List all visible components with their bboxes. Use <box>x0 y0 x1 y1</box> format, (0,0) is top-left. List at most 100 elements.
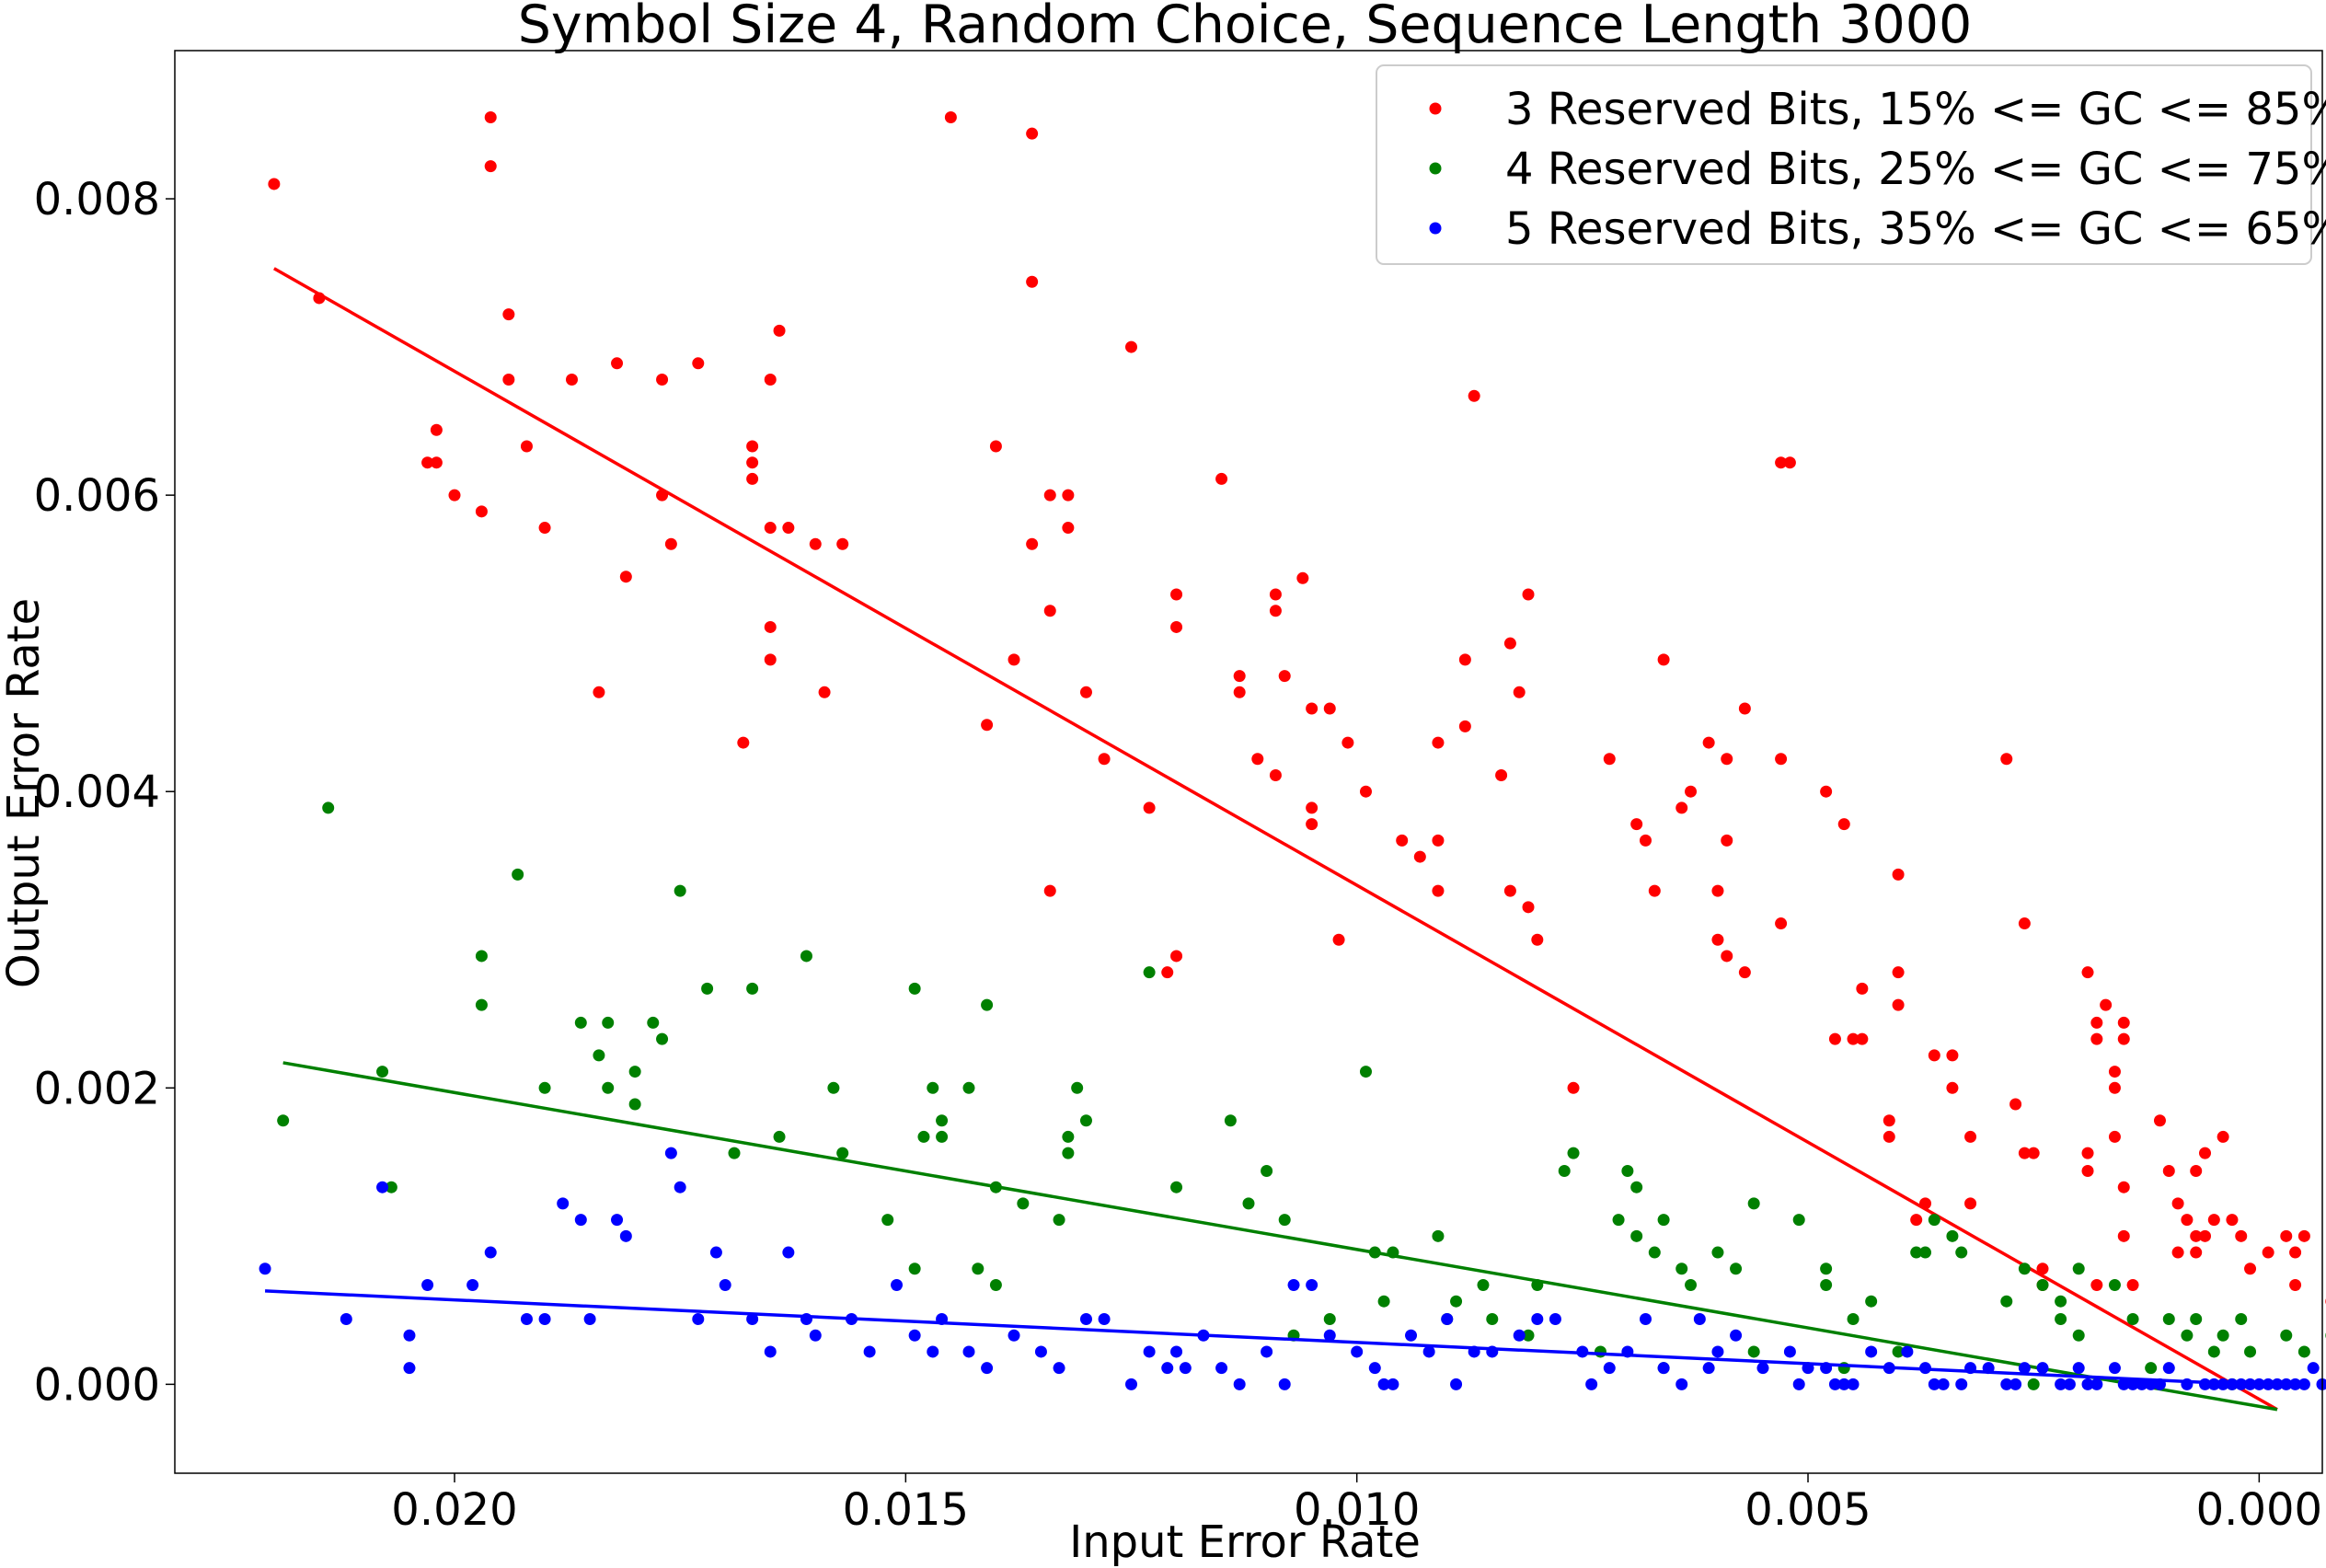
data-point <box>1910 1246 1923 1259</box>
data-point <box>1079 686 1092 698</box>
data-point <box>2018 917 2031 930</box>
data-point <box>2207 1345 2220 1358</box>
x-tick-label: 0.000 <box>2196 1484 2322 1536</box>
data-point <box>2280 1378 2293 1390</box>
data-point <box>1432 834 1445 847</box>
data-point <box>448 489 461 502</box>
y-tick-label: 0.002 <box>34 1063 160 1114</box>
data-point <box>1170 1345 1183 1358</box>
data-point <box>1747 1197 1760 1210</box>
data-point <box>809 1329 822 1342</box>
data-point <box>981 719 994 732</box>
data-point <box>746 456 759 469</box>
data-point <box>1359 1066 1372 1078</box>
data-point <box>1486 1313 1499 1326</box>
data-point <box>1043 884 1056 897</box>
data-point <box>664 537 677 550</box>
data-point <box>611 1214 624 1227</box>
legend-label: 5 Reserved Bits, 35% <= GC <= 65% <box>1505 203 2326 255</box>
data-point <box>1820 1278 1833 1291</box>
data-point <box>1639 1313 1652 1326</box>
data-point <box>2280 1229 2293 1242</box>
data-point <box>1657 1214 1670 1227</box>
data-point <box>746 472 759 485</box>
data-point <box>430 423 443 436</box>
data-point <box>664 1147 677 1159</box>
data-point <box>981 998 994 1011</box>
data-point <box>1323 1329 1336 1342</box>
data-point <box>2244 1262 2257 1275</box>
chart-title: Symbol Size 4, Random Choice, Sequence L… <box>518 0 1973 55</box>
data-point <box>836 537 849 550</box>
data-point <box>2190 1164 2203 1177</box>
data-point <box>1531 1313 1544 1326</box>
data-point <box>2081 1164 2094 1177</box>
legend-marker <box>1429 222 1442 235</box>
data-point <box>1657 653 1670 666</box>
data-point <box>2190 1246 2203 1259</box>
data-point <box>2063 1378 2076 1390</box>
data-point <box>1458 720 1471 732</box>
data-point <box>1432 884 1445 897</box>
data-point <box>1685 1278 1698 1291</box>
data-point <box>2090 1016 2103 1029</box>
data-point <box>2036 1262 2049 1275</box>
series-2 <box>277 801 2326 1412</box>
data-point <box>259 1262 271 1275</box>
legend: 3 Reserved Bits, 15% <= GC <= 85% 4 Reser… <box>1376 64 2326 265</box>
data-point <box>1522 901 1535 914</box>
data-point <box>1883 1130 1895 1143</box>
data-point <box>403 1362 416 1375</box>
data-point <box>1964 1197 1977 1210</box>
data-point <box>1828 1032 1841 1045</box>
data-point <box>1820 1262 1833 1275</box>
x-tick-label: 0.005 <box>1744 1484 1871 1536</box>
data-point <box>2235 1313 2248 1326</box>
data-point <box>1071 1081 1084 1094</box>
data-point <box>1242 1197 1255 1210</box>
data-point <box>2027 1147 2040 1159</box>
data-point <box>746 1313 759 1326</box>
data-point <box>1053 1362 1065 1375</box>
data-point <box>1341 736 1354 749</box>
data-point <box>2153 1114 2166 1127</box>
data-point <box>593 686 605 698</box>
series-3 <box>259 1147 2326 1390</box>
data-point <box>719 1278 731 1291</box>
data-point <box>927 1345 939 1358</box>
data-point <box>1503 637 1516 650</box>
data-point <box>891 1278 904 1291</box>
data-point <box>1170 950 1183 963</box>
data-point <box>2316 1378 2326 1390</box>
trend-line <box>273 267 2278 1412</box>
data-point <box>2126 1313 2139 1326</box>
data-point <box>1323 702 1336 715</box>
data-point <box>2244 1345 2257 1358</box>
data-point <box>764 522 777 535</box>
data-point <box>430 456 443 469</box>
data-point <box>818 686 831 698</box>
data-point <box>1170 588 1183 601</box>
data-point <box>2297 1378 2310 1390</box>
data-point <box>2108 1362 2121 1375</box>
data-point <box>1837 1378 1850 1390</box>
data-point <box>2190 1229 2203 1242</box>
data-point <box>268 178 281 190</box>
data-point <box>1062 1147 1075 1159</box>
data-point <box>520 440 533 453</box>
data-point <box>2307 1362 2320 1375</box>
data-point <box>1477 1278 1490 1291</box>
data-point <box>764 374 777 386</box>
data-point <box>1413 850 1426 863</box>
series-1 <box>268 110 2326 1412</box>
data-point <box>1269 768 1282 781</box>
data-point <box>2280 1329 2293 1342</box>
legend-label: 3 Reserved Bits, 15% <= GC <= 85% <box>1505 84 2326 135</box>
data-point <box>619 571 632 583</box>
data-point <box>1603 753 1616 766</box>
legend-marker <box>1429 162 1442 175</box>
data-point <box>2289 1378 2302 1390</box>
data-point <box>2181 1329 2194 1342</box>
data-point <box>782 522 795 535</box>
